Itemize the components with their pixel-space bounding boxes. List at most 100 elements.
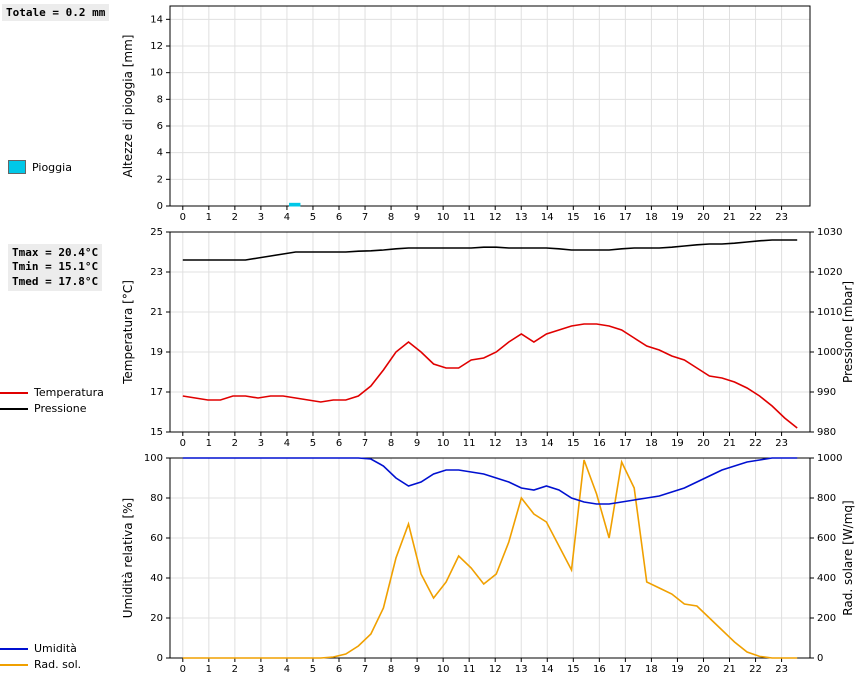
svg-text:14: 14 <box>541 664 554 675</box>
svg-text:6: 6 <box>336 664 342 675</box>
charts-svg: 0246810121401234567891011121314151617181… <box>0 0 860 690</box>
svg-text:3: 3 <box>258 212 264 223</box>
svg-text:23: 23 <box>775 438 788 449</box>
svg-text:9: 9 <box>414 212 420 223</box>
svg-text:11: 11 <box>463 438 476 449</box>
svg-text:1020: 1020 <box>817 267 842 278</box>
svg-text:17: 17 <box>150 387 163 398</box>
svg-text:3: 3 <box>258 664 264 675</box>
svg-text:15: 15 <box>150 427 163 438</box>
svg-text:9: 9 <box>414 438 420 449</box>
weather-charts-container: Totale = 0.2 mm Pioggia Tmax = 20.4°CTmi… <box>0 0 860 690</box>
svg-text:Altezze di pioggia [mm]: Altezze di pioggia [mm] <box>121 35 135 178</box>
svg-text:18: 18 <box>645 664 658 675</box>
svg-text:15: 15 <box>567 438 580 449</box>
svg-text:18: 18 <box>645 438 658 449</box>
svg-text:6: 6 <box>157 121 163 132</box>
svg-text:1000: 1000 <box>817 453 842 464</box>
svg-text:Rad. solare [W/mq]: Rad. solare [W/mq] <box>841 500 855 615</box>
svg-text:14: 14 <box>541 438 554 449</box>
svg-text:400: 400 <box>817 573 836 584</box>
svg-text:22: 22 <box>749 664 762 675</box>
svg-text:10: 10 <box>437 212 450 223</box>
svg-text:11: 11 <box>463 212 476 223</box>
svg-text:Temperatura [°C]: Temperatura [°C] <box>121 280 135 385</box>
svg-text:40: 40 <box>150 573 163 584</box>
svg-text:21: 21 <box>723 664 736 675</box>
svg-text:21: 21 <box>150 307 163 318</box>
svg-text:20: 20 <box>697 664 710 675</box>
svg-text:2: 2 <box>232 664 238 675</box>
svg-text:13: 13 <box>515 664 528 675</box>
svg-text:23: 23 <box>150 267 163 278</box>
svg-text:9: 9 <box>414 664 420 675</box>
svg-text:Umidità relativa [%]: Umidità relativa [%] <box>121 498 135 618</box>
svg-text:23: 23 <box>775 664 788 675</box>
svg-text:4: 4 <box>284 664 290 675</box>
svg-text:1: 1 <box>206 438 212 449</box>
svg-text:16: 16 <box>593 212 606 223</box>
svg-text:100: 100 <box>144 453 163 464</box>
svg-text:6: 6 <box>336 212 342 223</box>
svg-text:19: 19 <box>671 664 684 675</box>
svg-text:5: 5 <box>310 212 316 223</box>
svg-text:0: 0 <box>180 438 186 449</box>
svg-text:22: 22 <box>749 212 762 223</box>
svg-text:6: 6 <box>336 438 342 449</box>
svg-text:4: 4 <box>157 148 163 159</box>
svg-text:12: 12 <box>489 664 502 675</box>
svg-text:8: 8 <box>388 438 394 449</box>
svg-text:980: 980 <box>817 427 836 438</box>
svg-text:10: 10 <box>150 68 163 79</box>
svg-text:17: 17 <box>619 212 632 223</box>
svg-text:990: 990 <box>817 387 836 398</box>
svg-text:23: 23 <box>775 212 788 223</box>
svg-text:22: 22 <box>749 438 762 449</box>
svg-text:600: 600 <box>817 533 836 544</box>
svg-text:2: 2 <box>232 212 238 223</box>
svg-text:11: 11 <box>463 664 476 675</box>
svg-text:8: 8 <box>388 664 394 675</box>
svg-text:0: 0 <box>180 212 186 223</box>
svg-text:12: 12 <box>489 438 502 449</box>
svg-text:7: 7 <box>362 664 368 675</box>
svg-text:18: 18 <box>645 212 658 223</box>
svg-text:2: 2 <box>232 438 238 449</box>
svg-text:Pressione [mbar]: Pressione [mbar] <box>841 281 855 383</box>
svg-text:17: 17 <box>619 438 632 449</box>
svg-text:80: 80 <box>150 493 163 504</box>
svg-text:19: 19 <box>671 438 684 449</box>
svg-text:25: 25 <box>150 227 163 238</box>
svg-text:2: 2 <box>157 174 163 185</box>
svg-text:200: 200 <box>817 613 836 624</box>
svg-text:20: 20 <box>150 613 163 624</box>
svg-text:14: 14 <box>541 212 554 223</box>
svg-text:8: 8 <box>157 94 163 105</box>
svg-text:7: 7 <box>362 438 368 449</box>
svg-text:5: 5 <box>310 438 316 449</box>
svg-text:0: 0 <box>157 653 163 664</box>
svg-text:0: 0 <box>817 653 823 664</box>
svg-text:10: 10 <box>437 438 450 449</box>
svg-text:13: 13 <box>515 438 528 449</box>
svg-text:21: 21 <box>723 212 736 223</box>
svg-text:60: 60 <box>150 533 163 544</box>
svg-text:0: 0 <box>180 664 186 675</box>
svg-text:17: 17 <box>619 664 632 675</box>
svg-text:20: 20 <box>697 212 710 223</box>
svg-text:15: 15 <box>567 664 580 675</box>
svg-text:1010: 1010 <box>817 307 842 318</box>
svg-text:14: 14 <box>150 14 163 25</box>
svg-text:800: 800 <box>817 493 836 504</box>
svg-text:16: 16 <box>593 664 606 675</box>
svg-text:5: 5 <box>310 664 316 675</box>
svg-text:10: 10 <box>437 664 450 675</box>
svg-text:21: 21 <box>723 438 736 449</box>
svg-text:1: 1 <box>206 664 212 675</box>
svg-text:4: 4 <box>284 438 290 449</box>
svg-text:12: 12 <box>489 212 502 223</box>
svg-text:8: 8 <box>388 212 394 223</box>
svg-text:13: 13 <box>515 212 528 223</box>
svg-text:0: 0 <box>157 201 163 212</box>
svg-text:1000: 1000 <box>817 347 842 358</box>
